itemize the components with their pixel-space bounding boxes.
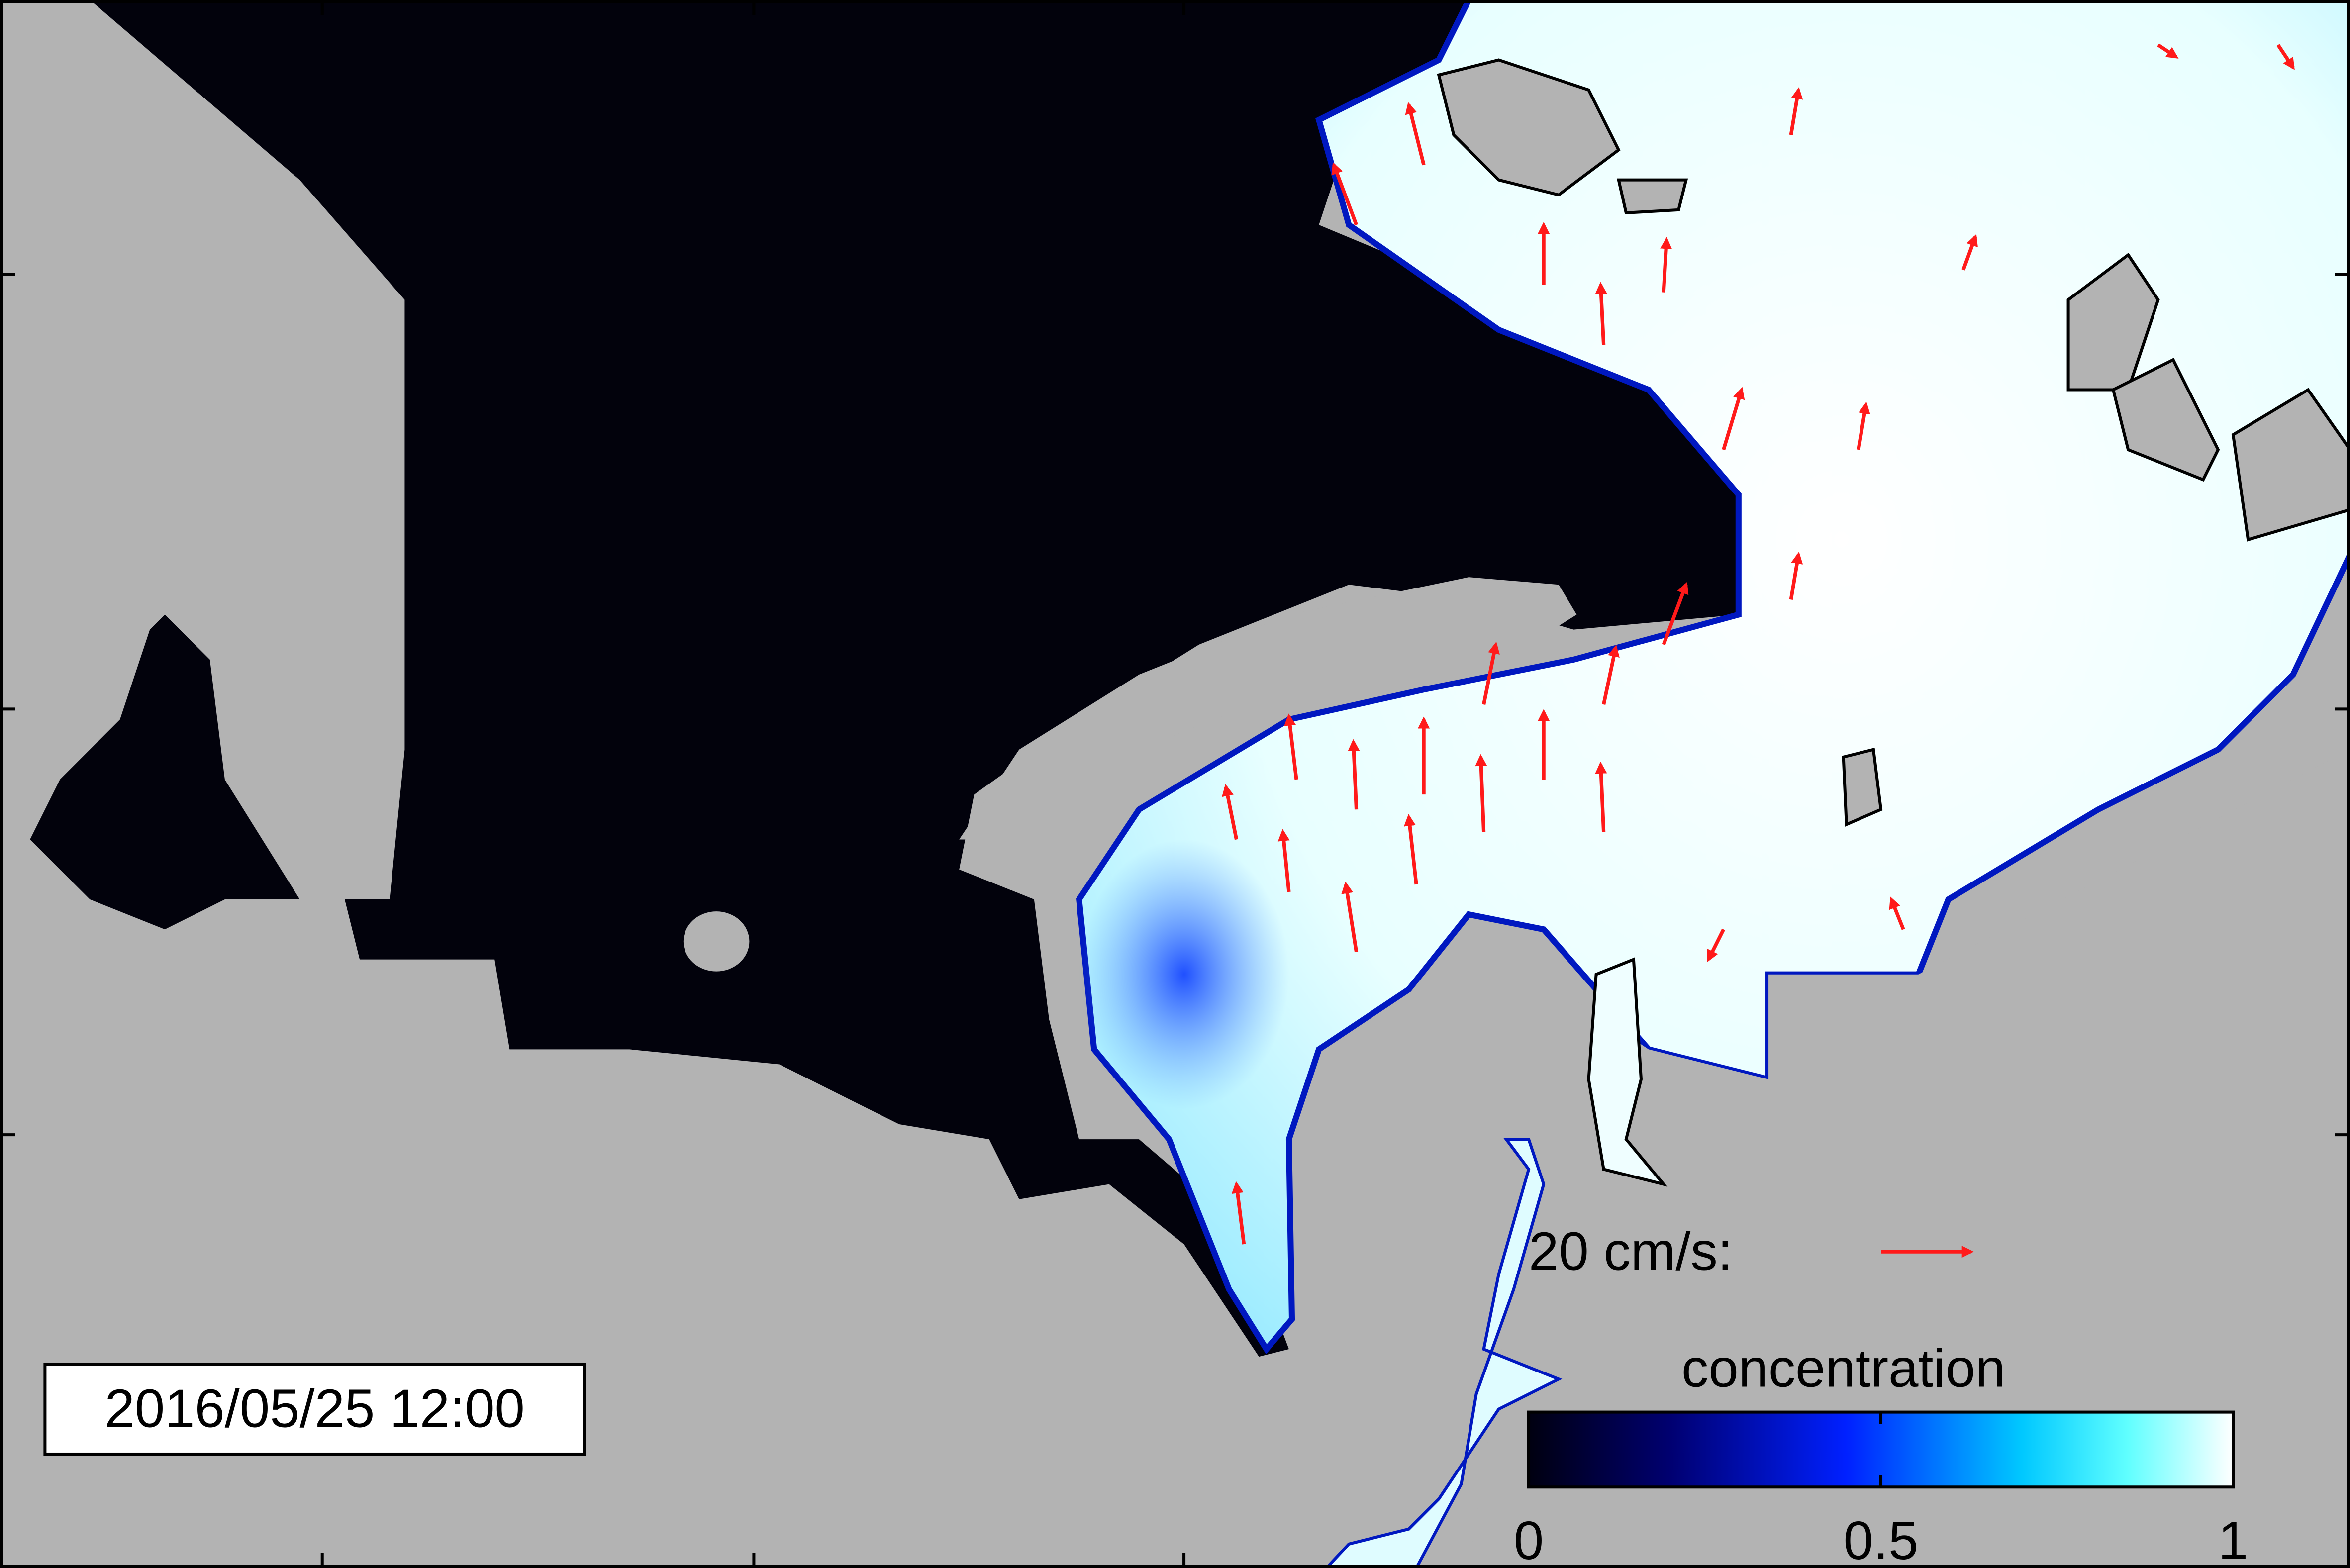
peninsula	[959, 577, 1577, 840]
south-coast	[1469, 749, 2350, 1568]
timestamp-box	[43, 1363, 586, 1456]
sea-ice	[1076, 0, 2350, 1355]
colorbar-tick-label: 0	[1514, 1510, 1544, 1568]
reference-label: 20 cm/s:	[1529, 1221, 1733, 1281]
thin-ice	[1079, 839, 1289, 1109]
colorbar-ticks: 0 0.5 1	[1514, 1412, 2248, 1568]
colorbar-tick-label: 0.5	[1844, 1510, 1919, 1568]
river-ice	[1324, 1138, 1563, 1568]
timestamp: 2016/05/25 12:00	[104, 1378, 524, 1439]
islands	[1437, 58, 2350, 827]
colorbar	[1527, 1410, 2235, 1489]
open-water	[30, 0, 1739, 1357]
island	[683, 911, 750, 972]
colorbar-title: concentration	[1681, 1338, 2005, 1398]
inlet-ice	[1587, 957, 1668, 1187]
ice-drift-vectors	[1222, 43, 2295, 1245]
colorbar-tick-label: 1	[2218, 1510, 2248, 1568]
